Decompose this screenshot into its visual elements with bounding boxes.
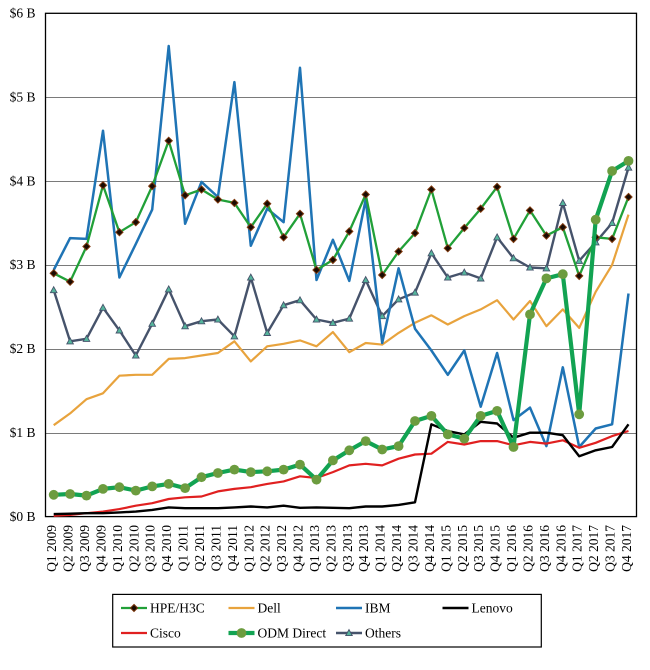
svg-text:Q4 2016: Q4 2016 — [553, 525, 568, 572]
svg-text:$1 B: $1 B — [10, 425, 36, 440]
svg-text:Q3 2009: Q3 2009 — [77, 525, 92, 572]
svg-text:$0 B: $0 B — [10, 509, 36, 524]
svg-text:Q4 2015: Q4 2015 — [488, 525, 503, 572]
svg-text:Cisco: Cisco — [150, 626, 181, 641]
svg-text:Q1 2015: Q1 2015 — [438, 525, 453, 572]
svg-text:Q4 2009: Q4 2009 — [94, 525, 109, 572]
svg-text:Q1 2017: Q1 2017 — [570, 525, 585, 572]
svg-text:Q2 2015: Q2 2015 — [455, 525, 470, 572]
svg-text:Q4 2014: Q4 2014 — [422, 525, 437, 572]
svg-text:Q3 2010: Q3 2010 — [143, 525, 158, 572]
svg-text:Q3 2016: Q3 2016 — [537, 525, 552, 572]
svg-text:Q2 2012: Q2 2012 — [258, 525, 273, 572]
svg-text:Q4 2010: Q4 2010 — [159, 525, 174, 572]
svg-text:Q4 2012: Q4 2012 — [291, 525, 306, 572]
svg-text:Q1 2010: Q1 2010 — [110, 525, 125, 572]
svg-text:Q2 2010: Q2 2010 — [126, 525, 141, 572]
svg-text:Q1 2014: Q1 2014 — [373, 525, 388, 572]
svg-text:ODM Direct: ODM Direct — [258, 626, 327, 641]
svg-text:Q1 2009: Q1 2009 — [44, 525, 59, 572]
svg-text:$4 B: $4 B — [10, 173, 36, 188]
svg-text:HPE/H3C: HPE/H3C — [150, 601, 205, 616]
svg-text:Dell: Dell — [258, 601, 281, 616]
svg-text:Q2 2009: Q2 2009 — [61, 525, 76, 572]
svg-text:Q3 2017: Q3 2017 — [603, 525, 618, 572]
svg-text:Q3 2012: Q3 2012 — [274, 525, 289, 572]
svg-text:Others: Others — [365, 626, 401, 641]
svg-text:Q4 2017: Q4 2017 — [619, 525, 634, 572]
svg-text:Q1 2011: Q1 2011 — [176, 525, 191, 571]
svg-text:Q4 2011: Q4 2011 — [225, 525, 240, 571]
svg-text:$2 B: $2 B — [10, 341, 36, 356]
svg-text:Q1 2013: Q1 2013 — [307, 525, 322, 572]
svg-text:Q2 2017: Q2 2017 — [586, 525, 601, 572]
svg-text:Q3 2011: Q3 2011 — [208, 525, 223, 571]
svg-text:Q3 2014: Q3 2014 — [406, 525, 421, 572]
svg-text:Lenovo: Lenovo — [472, 601, 513, 616]
svg-text:$6 B: $6 B — [10, 6, 36, 21]
svg-text:Q2 2013: Q2 2013 — [323, 525, 338, 572]
svg-text:$3 B: $3 B — [10, 257, 36, 272]
svg-text:IBM: IBM — [365, 601, 391, 616]
svg-text:Q2 2014: Q2 2014 — [389, 525, 404, 572]
svg-text:Q2 2011: Q2 2011 — [192, 525, 207, 571]
svg-text:$5 B: $5 B — [10, 90, 36, 105]
svg-text:Q1 2012: Q1 2012 — [241, 525, 256, 572]
svg-text:Q3 2015: Q3 2015 — [471, 525, 486, 572]
svg-text:Q4 2013: Q4 2013 — [356, 525, 371, 572]
svg-text:Q3 2013: Q3 2013 — [340, 525, 355, 572]
svg-text:Q2 2016: Q2 2016 — [521, 525, 536, 572]
svg-text:Q1 2016: Q1 2016 — [504, 525, 519, 572]
